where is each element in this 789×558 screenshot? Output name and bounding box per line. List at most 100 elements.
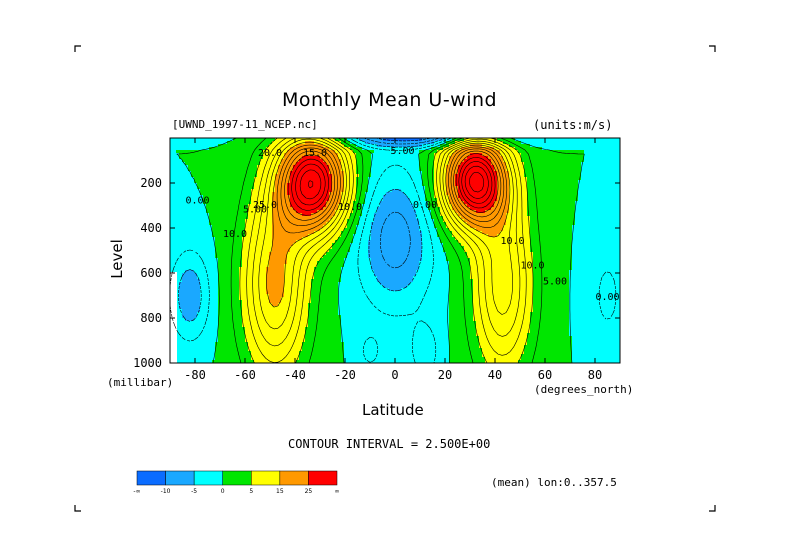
field-cell [356, 186, 360, 190]
field-cell [236, 171, 240, 175]
field-cell [281, 153, 285, 157]
field-cell [317, 360, 321, 363]
field-cell [335, 138, 339, 142]
field-cell [329, 243, 333, 247]
field-cell [254, 237, 258, 241]
field-cell [233, 234, 237, 238]
field-cell [233, 162, 237, 166]
field-cell [311, 198, 315, 202]
field-cell [287, 162, 291, 166]
field-cell [173, 225, 177, 229]
field-cell [362, 234, 366, 238]
field-cell [326, 297, 330, 301]
field-cell [278, 357, 282, 361]
field-cell [287, 150, 291, 154]
field-cell [344, 327, 348, 331]
field-cell [272, 345, 276, 349]
field-cell [194, 255, 198, 259]
field-cell [275, 165, 279, 169]
field-cell [329, 228, 333, 232]
field-cell [323, 267, 327, 271]
field-cell [203, 264, 207, 268]
field-cell [248, 276, 252, 280]
field-cell [182, 153, 186, 157]
field-cell [230, 147, 234, 151]
field-cell [227, 309, 231, 313]
field-cell [248, 312, 252, 316]
field-cell [206, 138, 210, 142]
field-cell [182, 240, 186, 244]
field-cell [287, 315, 291, 319]
field-cell [239, 210, 243, 214]
field-cell [320, 177, 324, 181]
field-cell [236, 168, 240, 172]
field-cell [272, 171, 276, 175]
field-cell [197, 228, 201, 232]
field-cell [296, 282, 300, 286]
field-cell [347, 177, 351, 181]
field-cell [269, 270, 273, 274]
field-cell [233, 321, 237, 325]
field-cell [188, 297, 192, 301]
field-cell [254, 276, 258, 280]
field-cell [356, 243, 360, 247]
field-cell [182, 351, 186, 355]
field-cell [347, 168, 351, 172]
field-cell [347, 186, 351, 190]
field-cell [170, 138, 174, 142]
field-cell [224, 348, 228, 352]
field-cell [260, 165, 264, 169]
field-cell [356, 210, 360, 214]
field-cell [365, 165, 369, 169]
field-cell [281, 252, 285, 256]
field-cell [242, 261, 246, 265]
field-cell [245, 234, 249, 238]
field-cell [218, 237, 222, 241]
field-cell [248, 189, 252, 193]
field-cell [302, 351, 306, 355]
field-cell [203, 297, 207, 301]
field-cell [227, 228, 231, 232]
field-cell [275, 138, 279, 142]
field-cell [242, 150, 246, 154]
field-cell [347, 174, 351, 178]
field-cell [347, 297, 351, 301]
field-cell [230, 240, 234, 244]
field-cell [272, 237, 276, 241]
field-cell [344, 228, 348, 232]
field-cell [257, 333, 261, 337]
field-cell [203, 342, 207, 346]
field-cell [182, 282, 186, 286]
field-cell [362, 342, 366, 346]
field-cell [335, 207, 339, 211]
field-cell [314, 210, 318, 214]
field-cell [188, 213, 192, 217]
field-cell [359, 312, 363, 316]
field-cell [209, 264, 213, 268]
field-cell [344, 198, 348, 202]
field-cell [185, 138, 189, 142]
field-cell [245, 207, 249, 211]
field-cell [188, 303, 192, 307]
field-cell [347, 264, 351, 268]
field-cell [221, 168, 225, 172]
field-cell [191, 252, 195, 256]
field-cell [251, 195, 255, 199]
field-cell [299, 150, 303, 154]
field-cell [284, 225, 288, 229]
field-cell [281, 288, 285, 292]
field-cell [338, 288, 342, 292]
field-cell [248, 207, 252, 211]
field-cell [245, 201, 249, 205]
field-cell [227, 192, 231, 196]
field-cell [257, 354, 261, 358]
field-cell [254, 348, 258, 352]
field-cell [257, 156, 261, 160]
field-cell [320, 321, 324, 325]
field-cell [206, 291, 210, 295]
field-cell [323, 171, 327, 175]
field-cell [305, 357, 309, 361]
field-cell [278, 237, 282, 241]
field-cell [185, 213, 189, 217]
field-cell [356, 309, 360, 313]
